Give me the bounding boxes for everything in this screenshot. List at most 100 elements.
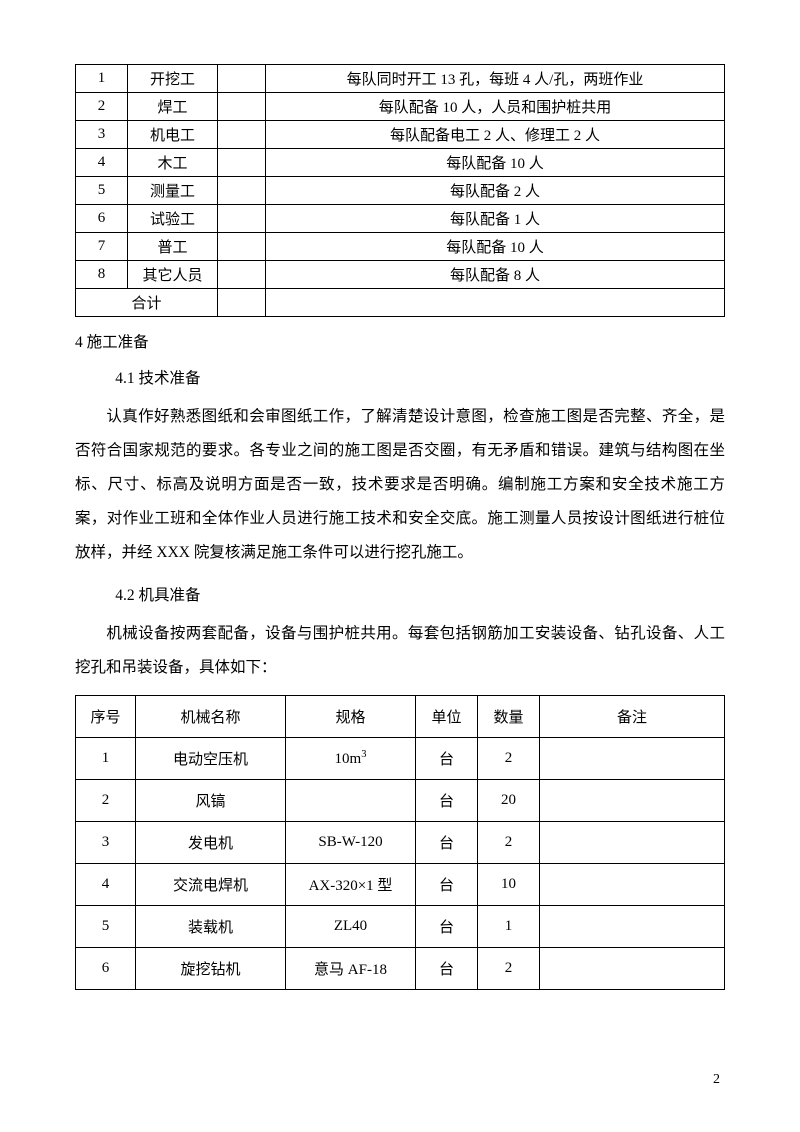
cell-note [540,821,725,863]
cell-qty: 20 [478,779,540,821]
cell-blank [218,261,266,289]
cell-unit: 台 [416,947,478,989]
cell-unit: 台 [416,737,478,779]
cell-name: 交流电焊机 [136,863,286,905]
table-row: 5 测量工 每队配备 2 人 [76,177,725,205]
cell-blank [218,177,266,205]
cell-job: 测量工 [128,177,218,205]
cell-qty: 2 [478,821,540,863]
paragraph-4-1: 认真作好熟悉图纸和会审图纸工作，了解清楚设计意图，检查施工图是否完整、齐全，是否… [75,400,725,570]
cell-note [540,947,725,989]
cell-blank [218,233,266,261]
cell-qty: 10 [478,863,540,905]
cell-job: 木工 [128,149,218,177]
cell-blank [218,149,266,177]
table-header-row: 序号 机械名称 规格 单位 数量 备注 [76,695,725,737]
cell-desc: 每队配备 8 人 [266,261,725,289]
section-heading-4: 4 施工准备 [75,327,725,358]
table-row: 2 焊工 每队配备 10 人，人员和围护桩共用 [76,93,725,121]
subsection-heading-4-1: 4.1 技术准备 [75,362,725,396]
cell-spec: 意马 AF-18 [286,947,416,989]
table-row: 3 发电机 SB-W-120 台 2 [76,821,725,863]
table-row: 5 装载机 ZL40 台 1 [76,905,725,947]
spec-superscript: 3 [361,749,366,760]
cell-job: 焊工 [128,93,218,121]
cell-total-blank [218,289,266,317]
cell-name: 旋挖钻机 [136,947,286,989]
cell-num: 5 [76,177,128,205]
cell-desc: 每队配备 1 人 [266,205,725,233]
table-total-row: 合计 [76,289,725,317]
table-row: 1 开挖工 每队同时开工 13 孔，每班 4 人/孔，两班作业 [76,65,725,93]
cell-desc: 每队配备 10 人 [266,149,725,177]
cell-num: 6 [76,205,128,233]
cell-num: 3 [76,821,136,863]
cell-spec [286,779,416,821]
cell-name: 风镐 [136,779,286,821]
cell-num: 5 [76,905,136,947]
cell-unit: 台 [416,863,478,905]
cell-num: 6 [76,947,136,989]
cell-name: 装载机 [136,905,286,947]
spec-prefix: 10m [335,751,362,767]
page-number: 2 [713,1072,720,1088]
cell-blank [218,205,266,233]
cell-desc: 每队同时开工 13 孔，每班 4 人/孔，两班作业 [266,65,725,93]
paragraph-4-1-text: 认真作好熟悉图纸和会审图纸工作，了解清楚设计意图，检查施工图是否完整、齐全，是否… [75,408,725,561]
th-unit: 单位 [416,695,478,737]
cell-spec: 10m3 [286,737,416,779]
table-row: 6 试验工 每队配备 1 人 [76,205,725,233]
cell-desc: 每队配备电工 2 人、修理工 2 人 [266,121,725,149]
subsection-heading-4-2: 4.2 机具准备 [75,579,725,613]
table-row: 1 电动空压机 10m3 台 2 [76,737,725,779]
cell-blank [218,65,266,93]
cell-qty: 2 [478,947,540,989]
cell-desc: 每队配备 10 人，人员和围护桩共用 [266,93,725,121]
table-row: 6 旋挖钻机 意马 AF-18 台 2 [76,947,725,989]
personnel-table: 1 开挖工 每队同时开工 13 孔，每班 4 人/孔，两班作业 2 焊工 每队配… [75,64,725,317]
table-row: 4 交流电焊机 AX-320×1 型 台 10 [76,863,725,905]
paragraph-4-2-text: 机械设备按两套配备，设备与围护桩共用。每套包括钢筋加工安装设备、钻孔设备、人工挖… [75,625,725,676]
th-num: 序号 [76,695,136,737]
table-row: 8 其它人员 每队配备 8 人 [76,261,725,289]
table-row: 2 风镐 台 20 [76,779,725,821]
cell-num: 1 [76,737,136,779]
cell-qty: 2 [478,737,540,779]
th-qty: 数量 [478,695,540,737]
cell-unit: 台 [416,779,478,821]
cell-blank [218,121,266,149]
table-row: 3 机电工 每队配备电工 2 人、修理工 2 人 [76,121,725,149]
cell-spec: AX-320×1 型 [286,863,416,905]
cell-job: 普工 [128,233,218,261]
cell-note [540,779,725,821]
th-name: 机械名称 [136,695,286,737]
cell-num: 4 [76,863,136,905]
cell-note [540,905,725,947]
cell-qty: 1 [478,905,540,947]
th-note: 备注 [540,695,725,737]
equipment-table: 序号 机械名称 规格 单位 数量 备注 1 电动空压机 10m3 台 2 2 风… [75,695,725,990]
cell-job: 机电工 [128,121,218,149]
cell-unit: 台 [416,821,478,863]
th-spec: 规格 [286,695,416,737]
cell-num: 4 [76,149,128,177]
cell-note [540,863,725,905]
cell-num: 1 [76,65,128,93]
table-row: 7 普工 每队配备 10 人 [76,233,725,261]
cell-num: 2 [76,93,128,121]
cell-job: 其它人员 [128,261,218,289]
cell-num: 3 [76,121,128,149]
cell-note [540,737,725,779]
cell-spec: SB-W-120 [286,821,416,863]
cell-num: 8 [76,261,128,289]
cell-spec: ZL40 [286,905,416,947]
cell-desc: 每队配备 10 人 [266,233,725,261]
cell-unit: 台 [416,905,478,947]
paragraph-4-2: 机械设备按两套配备，设备与围护桩共用。每套包括钢筋加工安装设备、钻孔设备、人工挖… [75,617,725,685]
cell-job: 开挖工 [128,65,218,93]
cell-name: 发电机 [136,821,286,863]
table-row: 4 木工 每队配备 10 人 [76,149,725,177]
cell-job: 试验工 [128,205,218,233]
cell-desc: 每队配备 2 人 [266,177,725,205]
cell-name: 电动空压机 [136,737,286,779]
